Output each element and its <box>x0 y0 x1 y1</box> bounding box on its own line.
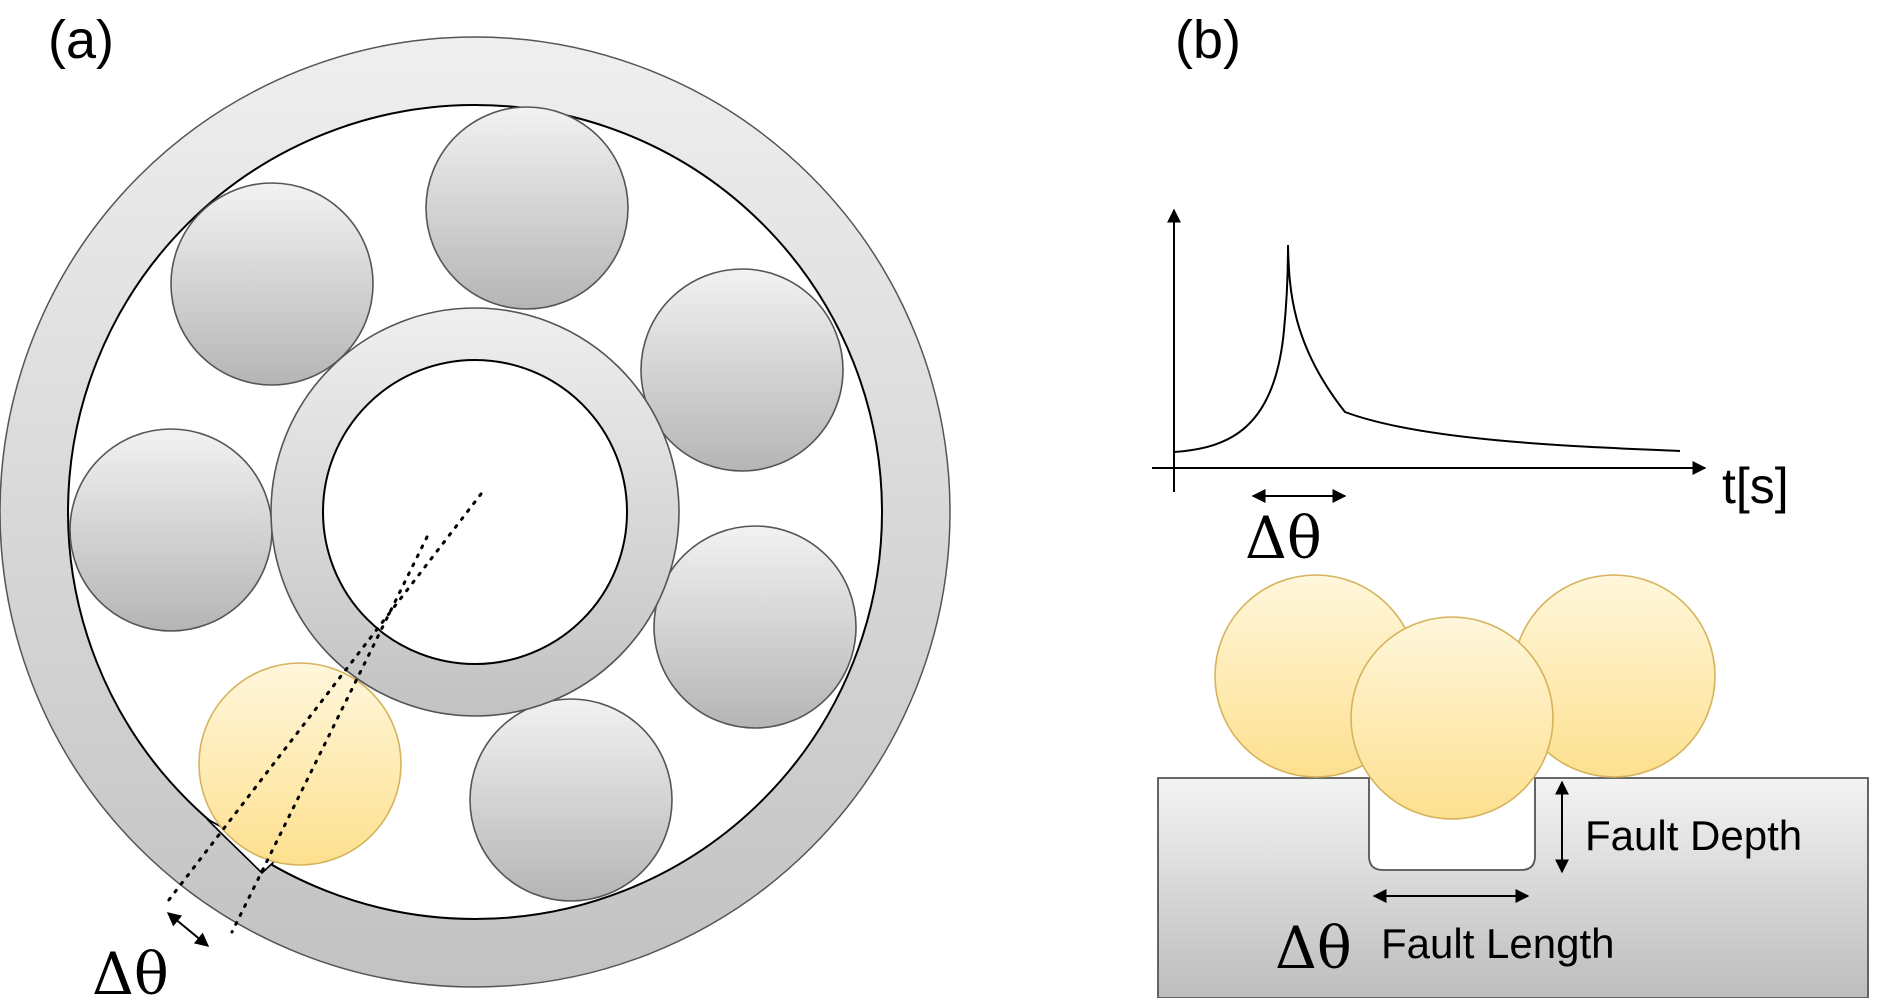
inner-ring-bore <box>322 359 628 665</box>
rolling-element <box>425 106 629 310</box>
dotted-angle-line <box>230 535 429 934</box>
delta-theta-label-a: Δθ <box>92 940 169 998</box>
rolling-element-fault-contact <box>198 662 402 866</box>
dotted-angle-line <box>163 492 483 907</box>
fault-length-label: Fault Length <box>1381 920 1615 967</box>
delta-theta-label-plot: Δθ <box>1245 504 1322 572</box>
rolling-element <box>653 525 857 729</box>
rolling-element <box>640 268 844 472</box>
delta-theta-arrow <box>166 912 210 947</box>
rolling-element <box>170 182 374 386</box>
fault-depth-label: Fault Depth <box>1585 812 1802 859</box>
delta-theta-label-fault: Δθ <box>1275 914 1352 982</box>
panel-a: (a) Δθ <box>0 10 951 998</box>
rolling-element <box>469 698 673 902</box>
time-axis-label: t[s] <box>1722 458 1789 514</box>
raceway-block-with-fault <box>1157 777 1869 998</box>
panel-a-label: (a) <box>48 10 114 70</box>
panel-b: (b) t[s] Δθ Fault Depth Δθ Fault Length <box>1152 10 1869 998</box>
rolling-element <box>69 428 273 632</box>
panel-b-label: (b) <box>1175 10 1241 70</box>
rolling-element-yellow-in-fault <box>1350 616 1554 820</box>
impulse-response-curve <box>1173 244 1681 453</box>
